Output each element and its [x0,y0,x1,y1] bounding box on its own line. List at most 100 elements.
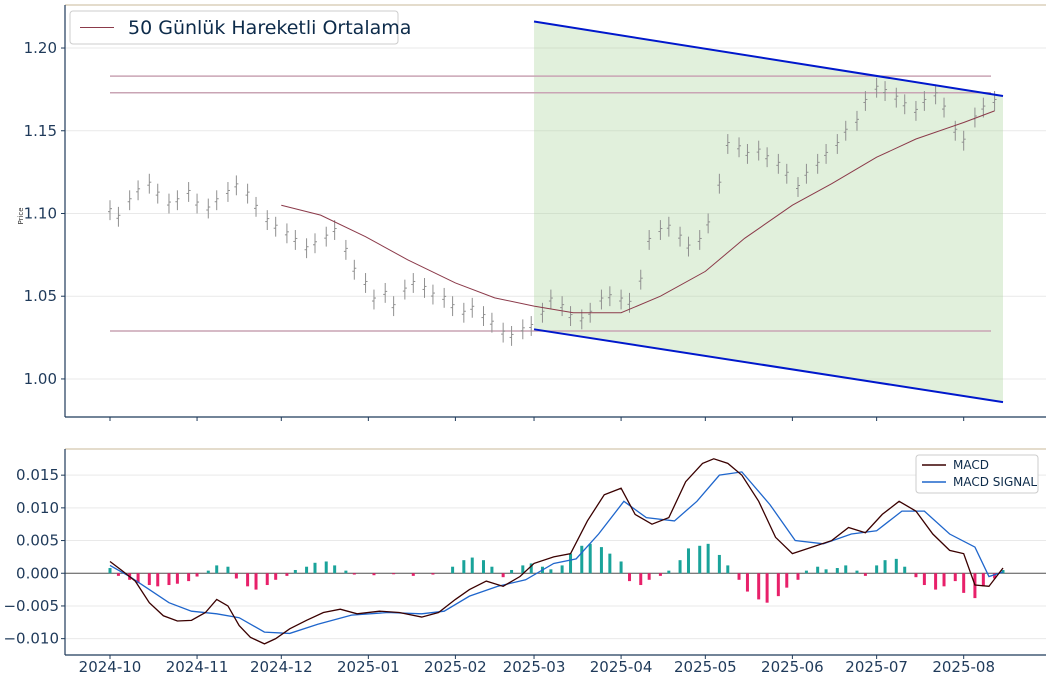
price-ytick-label: 1.05 [24,287,57,305]
macd-histogram-bar [226,566,230,574]
legend-signal-label: MACD SIGNAL [953,475,1037,489]
macd-histogram-bar [344,570,348,574]
macd-histogram-bar [324,561,328,574]
price-panel: 1.00 1.05 1.10 1.15 1.20 [24,4,1046,421]
macd-histogram-bar [981,573,985,587]
price-plot-area [65,5,1046,417]
macd-histogram-bar [686,548,690,574]
x-axis-label: 2025-04 [590,658,653,676]
macd-histogram-bar [305,566,309,574]
channel-lower-line [533,328,1004,404]
macd-histogram-bar [934,573,938,590]
x-axis-label: 2025-02 [424,658,487,676]
macd-histogram-bar [431,573,435,575]
macd-signal-line [109,471,1004,635]
macd-histogram-bar [195,573,199,577]
macd-histogram-bar [835,568,839,574]
macd-histogram-bar [451,566,455,574]
macd-ytick-label: 0.000 [16,564,59,582]
macd-legend: MACD MACD SIGNAL [915,454,1039,494]
macd-ytick-label: 0.005 [16,532,59,550]
x-axis-label: 2025-07 [845,658,908,676]
macd-histogram-bar [215,565,219,574]
macd-histogram-bar [717,554,721,574]
macd-histogram-bar [1001,569,1005,574]
price-ytick-label: 1.15 [24,122,57,140]
macd-histogram-bar [757,573,761,600]
macd-histogram-bar [608,553,612,574]
macd-histogram-bar [470,557,474,574]
macd-histogram-bar [973,573,977,599]
macd-histogram-bar [737,573,741,580]
macd-panel: −0.010 −0.005 0.000 0.005 0.010 0.015 2024-10 2… [3,448,1046,676]
macd-histogram-bar [914,573,918,578]
macd-histogram-bar [639,573,643,586]
macd-histogram-bar [883,560,887,574]
macd-histogram-bar [647,573,651,580]
macd-histogram-bar [156,573,160,587]
macd-histogram-bar [501,573,505,578]
macd-histogram-bar [628,573,632,582]
macd-histogram-bar [824,569,828,574]
x-axis-label: 2025-03 [503,658,566,676]
macd-histogram-bar [116,573,120,576]
macd-histogram-bar [372,573,376,576]
macd-histogram-bar [206,570,210,574]
price-ytick-label: 1.00 [24,370,57,388]
price-ytick-label: 1.20 [24,39,57,57]
macd-legend-box [915,454,1039,494]
x-axis-label: 2025-05 [674,658,737,676]
macd-ytick-label: 0.010 [16,499,59,517]
macd-histogram-bar [658,573,662,576]
macd-ytick-label: −0.010 [3,630,59,648]
macd-histogram-bar [254,573,258,590]
macd-histogram-bar [529,563,533,574]
macd-histogram-bar [234,573,238,579]
macd-histogram-bar [167,573,171,586]
macd-plot-area [65,449,1046,655]
macd-ytick-label: −0.005 [3,597,59,615]
macd-histogram-bar [274,573,278,580]
macd-histogram-bar [411,573,415,576]
macd-histogram-bar [569,553,573,574]
price-legend-box [69,10,399,45]
macd-histogram-bar [313,562,317,574]
macd-histogram-bar [510,569,514,574]
macd-histogram-bar [246,573,250,587]
x-axis-label: 2024-11 [166,658,229,676]
macd-histogram-bar [903,566,907,574]
macd-histogram-bar [894,558,898,574]
macd-histogram-bar [816,566,820,574]
macd-histogram-bar [549,569,553,574]
x-axis-label: 2024-12 [250,658,313,676]
macd-histogram-bar [108,568,112,574]
legend-macd-label: MACD [953,458,989,472]
macd-histogram-bar [599,547,603,574]
macd-histogram-bar [942,573,946,587]
x-axis-label: 2025-06 [761,658,824,676]
macd-histogram-bar [352,573,356,575]
macd-histogram-bar [804,570,808,574]
macd-histogram-bar [481,560,485,574]
macd-histogram-bar [462,560,466,574]
channel-upper-line [533,20,1004,97]
legend-ma50-label: 50 Günlük Hareketli Ortalama [128,17,411,39]
macd-histogram-bar [765,573,769,603]
macd-ytick-label: 0.015 [16,466,59,484]
macd-histogram-bar [962,573,966,593]
macd-histogram-bar [147,573,151,586]
price-legend: 50 Günlük Hareketli Ortalama [69,10,411,45]
macd-histogram-bar [855,570,859,574]
macd-histogram-bar [785,573,789,588]
x-axis-label: 2024-10 [79,658,142,676]
macd-histogram-bar [922,573,926,586]
macd-histogram-bar [953,573,957,582]
macd-histogram-bar [875,565,879,574]
macd-histogram-bar [333,565,337,574]
macd-histogram-bar [863,573,867,576]
macd-histogram-bar [265,573,269,586]
macd-histogram-bar [175,573,179,584]
macd-histogram-bar [844,565,848,574]
macd-histogram-bar [776,573,780,597]
